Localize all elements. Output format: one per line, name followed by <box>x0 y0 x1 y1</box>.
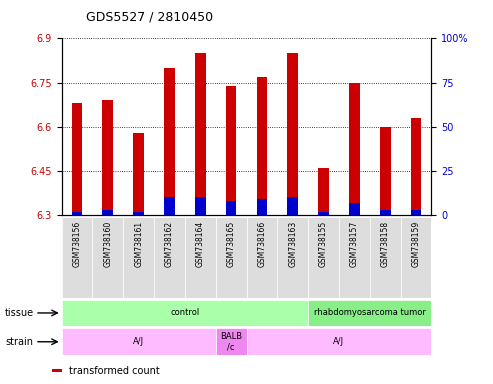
Bar <box>308 300 431 326</box>
Bar <box>349 203 360 215</box>
Bar <box>318 212 329 215</box>
Bar <box>93 217 123 298</box>
Text: GSM738164: GSM738164 <box>196 221 205 267</box>
Bar <box>411 210 422 215</box>
Bar <box>380 210 390 215</box>
Text: GSM738161: GSM738161 <box>134 221 143 267</box>
Bar <box>52 369 62 372</box>
Text: A/J: A/J <box>133 337 144 346</box>
Bar <box>256 77 267 215</box>
Text: GSM738160: GSM738160 <box>104 221 112 267</box>
Bar <box>133 132 144 215</box>
Bar <box>185 217 216 298</box>
Bar <box>164 68 175 215</box>
Text: GSM738159: GSM738159 <box>412 221 421 267</box>
Bar <box>71 103 82 215</box>
Bar <box>62 328 216 355</box>
Bar <box>62 217 93 298</box>
Bar <box>154 217 185 298</box>
Bar <box>195 53 206 215</box>
Text: strain: strain <box>5 337 33 347</box>
Text: GSM738166: GSM738166 <box>257 221 266 267</box>
Text: GSM738165: GSM738165 <box>227 221 236 267</box>
Text: GSM738162: GSM738162 <box>165 221 174 267</box>
Bar <box>226 201 237 215</box>
Text: GSM738163: GSM738163 <box>288 221 297 267</box>
Bar <box>380 127 390 215</box>
Bar <box>400 217 431 298</box>
Bar <box>164 197 175 215</box>
Bar <box>339 217 370 298</box>
Text: control: control <box>170 308 200 318</box>
Bar <box>256 199 267 215</box>
Text: BALB
/c: BALB /c <box>220 332 242 351</box>
Bar <box>123 217 154 298</box>
Text: GSM738155: GSM738155 <box>319 221 328 267</box>
Bar <box>71 212 82 215</box>
Bar <box>246 328 431 355</box>
Bar <box>246 217 277 298</box>
Text: A/J: A/J <box>333 337 345 346</box>
Bar <box>308 217 339 298</box>
Text: GSM738158: GSM738158 <box>381 221 389 267</box>
Text: tissue: tissue <box>5 308 34 318</box>
Bar <box>226 86 237 215</box>
Bar <box>216 217 246 298</box>
Bar <box>318 168 329 215</box>
Bar <box>62 300 308 326</box>
Bar <box>287 53 298 215</box>
Bar <box>103 100 113 215</box>
Bar <box>411 118 422 215</box>
Bar <box>216 328 246 355</box>
Bar <box>103 210 113 215</box>
Text: transformed count: transformed count <box>69 366 159 376</box>
Text: rhabdomyosarcoma tumor: rhabdomyosarcoma tumor <box>314 308 425 318</box>
Text: GDS5527 / 2810450: GDS5527 / 2810450 <box>86 10 213 23</box>
Bar <box>133 212 144 215</box>
Bar <box>277 217 308 298</box>
Bar <box>370 217 400 298</box>
Bar <box>195 197 206 215</box>
Bar <box>287 197 298 215</box>
Text: GSM738157: GSM738157 <box>350 221 359 267</box>
Bar <box>349 83 360 215</box>
Text: GSM738156: GSM738156 <box>72 221 81 267</box>
